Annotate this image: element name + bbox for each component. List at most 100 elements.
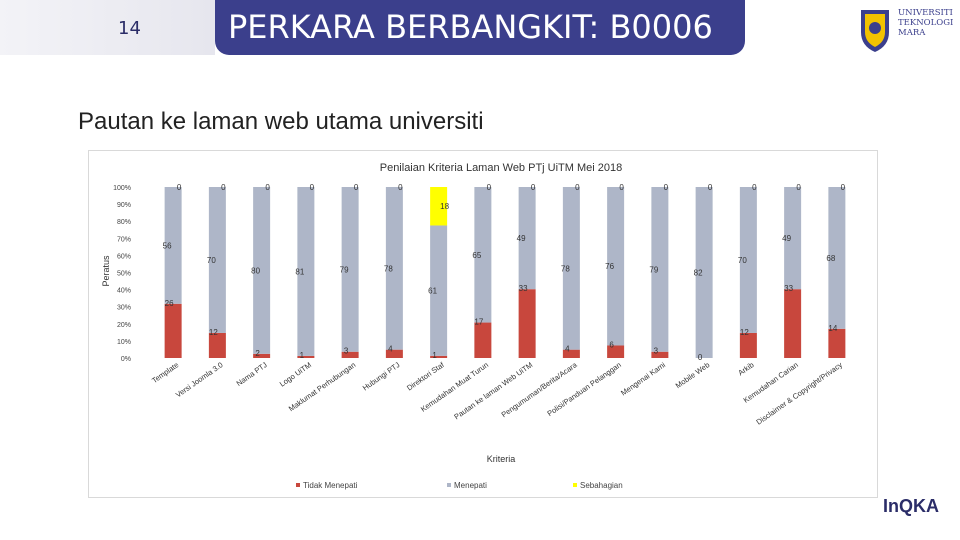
- data-label-tidak-menepati: 3: [654, 347, 659, 356]
- bar-tidak-menepati: [253, 353, 271, 358]
- y-tick-label: 10%: [117, 339, 131, 346]
- bar-tidak-menepati: [784, 289, 802, 358]
- legend-menepati: Menepati: [454, 481, 487, 490]
- data-label-menepati: 79: [649, 265, 658, 274]
- data-label-sebahagian: 0: [487, 183, 492, 192]
- data-label-tidak-menepati: 12: [740, 328, 749, 337]
- data-label-menepati: 78: [384, 264, 393, 273]
- data-label-menepati: 81: [295, 267, 304, 276]
- data-label-tidak-menepati: 14: [828, 324, 837, 333]
- x-tick-label: Nama PTJ: [235, 360, 269, 388]
- y-tick-label: 20%: [117, 322, 131, 329]
- bar-tidak-menepati: [385, 349, 403, 358]
- bar-menepati: [518, 187, 536, 290]
- data-label-sebahagian: 0: [398, 183, 403, 192]
- data-label-sebahagian: 0: [177, 183, 182, 192]
- data-label-tidak-menepati: 3: [344, 347, 349, 356]
- y-tick-label: 100%: [113, 185, 131, 192]
- legend-tidak-menepati: Tidak Menepati: [303, 481, 358, 490]
- y-tick-label: 0%: [121, 356, 131, 363]
- x-tick-label: Disclaimer & Copyright/Privacy: [755, 360, 845, 427]
- bar-menepati: [784, 187, 802, 290]
- x-tick-label: Polisi/Panduan Pelanggan: [546, 360, 623, 418]
- y-axis-ticks: 0% 10% 20% 30% 40% 50% 60% 70% 80% 90% 100%: [113, 185, 131, 363]
- bar-menepati: [651, 187, 669, 352]
- data-label-tidak-menepati: 0: [698, 353, 703, 362]
- data-label-tidak-menepati: 2: [255, 349, 260, 358]
- chart-frame: Penilaian Kriteria Laman Web PTj UiTM Me…: [88, 150, 878, 498]
- x-tick-label: Pengumuman/Berita/Acara: [500, 360, 580, 419]
- slide-title: PERKARA BERBANGKIT: B0006: [228, 8, 713, 46]
- bar-tidak-menepati: [607, 345, 625, 358]
- x-tick-label: Template: [150, 360, 180, 385]
- x-tick-label: Direktori Staf: [405, 360, 446, 393]
- data-label-tidak-menepati: 17: [474, 318, 483, 327]
- chart-legend: Tidak Menepati Menepati Sebahagian: [296, 481, 623, 490]
- bars-group: 26 56 0 12 70 0 2 80 0 1 81 0 3 79 0 4 78 0 1 61 18 17 65 0 33 49…: [163, 183, 846, 362]
- stacked-bar-chart: Penilaian Kriteria Laman Web PTj UiTM Me…: [101, 162, 846, 490]
- slide-number-box: [0, 0, 215, 55]
- data-label-tidak-menepati: 33: [784, 284, 793, 293]
- legend-swatch-menepati: [447, 483, 451, 487]
- data-label-menepati: 82: [694, 269, 703, 278]
- x-tick-label: Versi Joomla 3.0: [174, 360, 225, 399]
- bar-tidak-menepati: [651, 351, 669, 358]
- data-label-sebahagian: 0: [575, 183, 580, 192]
- y-tick-label: 80%: [117, 219, 131, 226]
- data-label-sebahagian: 0: [708, 183, 713, 192]
- bar-tidak-menepati: [828, 328, 846, 358]
- data-label-tidak-menepati: 4: [565, 345, 570, 354]
- data-label-menepati: 78: [561, 264, 570, 273]
- bar-tidak-menepati: [430, 355, 448, 358]
- data-label-tidak-menepati: 1: [432, 351, 437, 360]
- bar-tidak-menepati: [474, 322, 492, 358]
- data-label-menepati: 76: [605, 262, 614, 271]
- legend-swatch-sebahagian: [573, 483, 577, 487]
- bar-tidak-menepati: [518, 289, 536, 358]
- bar-menepati: [341, 187, 359, 352]
- crest-icon: [861, 10, 889, 52]
- data-label-sebahagian: 0: [796, 183, 801, 192]
- bar-menepati: [253, 187, 271, 354]
- legend-swatch-tidak-menepati: [296, 483, 300, 487]
- bar-menepati: [208, 187, 226, 333]
- bar-menepati: [607, 187, 625, 346]
- bar-menepati: [385, 187, 403, 350]
- data-label-tidak-menepati: 33: [519, 284, 528, 293]
- bar-tidak-menepati: [208, 332, 226, 358]
- data-label-tidak-menepati: 26: [165, 299, 174, 308]
- bar-tidak-menepati: [164, 303, 182, 358]
- page-subtitle: Pautan ke laman web utama universiti: [78, 108, 484, 135]
- bar-menepati: [430, 225, 448, 356]
- bar-tidak-menepati: [297, 355, 315, 358]
- data-label-menepati: 49: [782, 234, 791, 243]
- data-label-sebahagian: 0: [221, 183, 226, 192]
- footer-logo: InQKA: [883, 496, 939, 516]
- y-tick-label: 30%: [117, 305, 131, 312]
- logo-text: UNIVERSITI TEKNOLOGI MARA: [898, 8, 954, 38]
- bar-menepati: [828, 187, 846, 329]
- bar-menepati: [739, 187, 757, 333]
- x-tick-label: Mengenai Kami: [619, 360, 667, 397]
- slide-number: 14: [118, 18, 141, 39]
- data-label-sebahagian: 0: [310, 183, 315, 192]
- data-label-menepati: 70: [207, 256, 216, 265]
- data-label-tidak-menepati: 1: [300, 351, 305, 360]
- x-axis-label: Kriteria: [487, 454, 516, 464]
- y-tick-label: 40%: [117, 288, 131, 295]
- data-label-menepati: 80: [251, 266, 260, 275]
- bar-tidak-menepati: [562, 349, 580, 358]
- y-axis-label: Peratus: [101, 255, 111, 287]
- y-tick-label: 50%: [117, 271, 131, 278]
- x-tick-label: Logo UiTM: [278, 360, 313, 388]
- university-logo: UNIVERSITI TEKNOLOGI MARA: [855, 6, 955, 54]
- data-label-tidak-menepati: 6: [609, 340, 614, 349]
- data-label-menepati: 65: [472, 251, 481, 260]
- data-label-sebahagian: 0: [752, 183, 757, 192]
- data-label-menepati: 68: [826, 254, 835, 263]
- x-tick-label: Hubungi PTJ: [361, 360, 402, 392]
- y-tick-label: 60%: [117, 253, 131, 260]
- x-tick-label: Mobile Web: [674, 360, 711, 390]
- bar-menepati: [695, 187, 713, 358]
